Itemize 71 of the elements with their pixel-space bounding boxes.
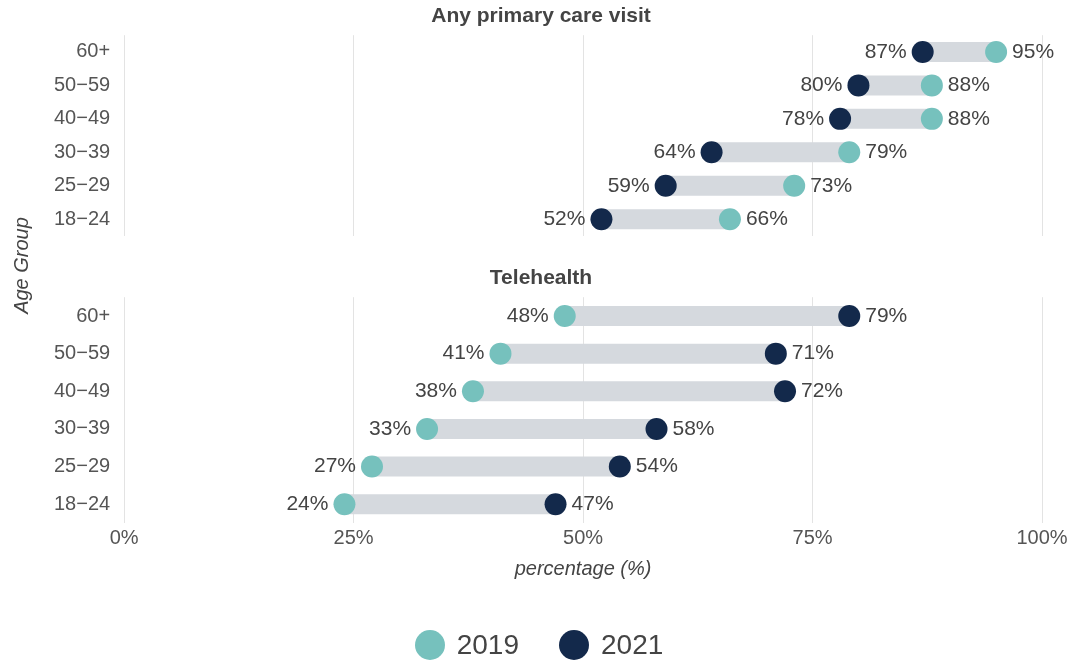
data-label: 47% [571,490,614,514]
data-label: 41% [442,340,485,364]
data-label: 71% [791,340,834,364]
point [590,208,613,231]
data-label: 79% [865,302,908,326]
data-label: 95% [1012,38,1055,62]
point [608,455,631,478]
data-label: 27% [313,453,356,477]
point [553,305,576,328]
data-label: 58% [672,415,715,439]
data-label: 64% [653,139,696,163]
point [847,74,870,97]
legend-label: 2019 [456,629,519,661]
data-label: 88% [947,72,990,96]
data-label: 72% [801,378,844,402]
data-label: 52% [543,206,586,230]
point [911,40,934,63]
point [489,342,512,365]
chart-title: Any primary care visit [431,3,651,27]
x-tick-label: 25% [333,525,374,548]
x-tick-label: 0% [109,525,139,548]
point [838,305,861,328]
point [461,380,484,403]
data-label: 24% [286,490,329,514]
y-tick-label: 50−59 [54,341,111,364]
data-label: 48% [506,302,549,326]
data-label: 88% [947,105,990,129]
x-tick-label: 50% [563,525,604,548]
y-tick-label: 50−59 [54,72,111,95]
y-tick-label: 25−29 [54,173,111,196]
point [700,141,723,164]
data-label: 80% [800,72,843,96]
point [764,342,787,365]
point [333,493,356,516]
y-tick-label: 60+ [76,303,111,326]
y-tick-label: 30−39 [54,139,111,162]
data-label: 87% [864,38,907,62]
x-tick-label: 100% [1016,525,1068,548]
point [829,107,852,130]
data-label: 78% [782,105,825,129]
point [985,40,1008,63]
x-tick-label: 75% [792,525,833,548]
data-label: 54% [635,453,678,477]
point [774,380,797,403]
point [783,174,806,197]
y-tick-label: 40−49 [54,378,111,401]
y-tick-label: 18−24 [54,491,111,514]
point [718,208,741,231]
y-tick-label: 25−29 [54,454,111,477]
legend-label: 2021 [601,629,664,661]
data-label: 33% [369,415,412,439]
point [360,455,383,478]
point [544,493,567,516]
data-label: 79% [865,139,908,163]
y-tick-label: 18−24 [54,206,111,229]
y-tick-label: 40−49 [54,106,111,129]
y-tick-label: 30−39 [54,416,111,439]
data-label: 66% [745,206,788,230]
y-axis-title: Age Group [9,216,33,314]
data-label: 38% [414,378,457,402]
point [838,141,861,164]
data-label: 59% [607,172,650,196]
point [654,174,677,197]
chart-title: Telehealth [489,265,593,289]
point [645,417,668,440]
y-tick-label: 60+ [76,39,111,62]
data-label: 73% [810,172,853,196]
point [920,107,943,130]
point [920,74,943,97]
point [416,417,439,440]
x-axis-title: percentage (%) [513,556,652,579]
